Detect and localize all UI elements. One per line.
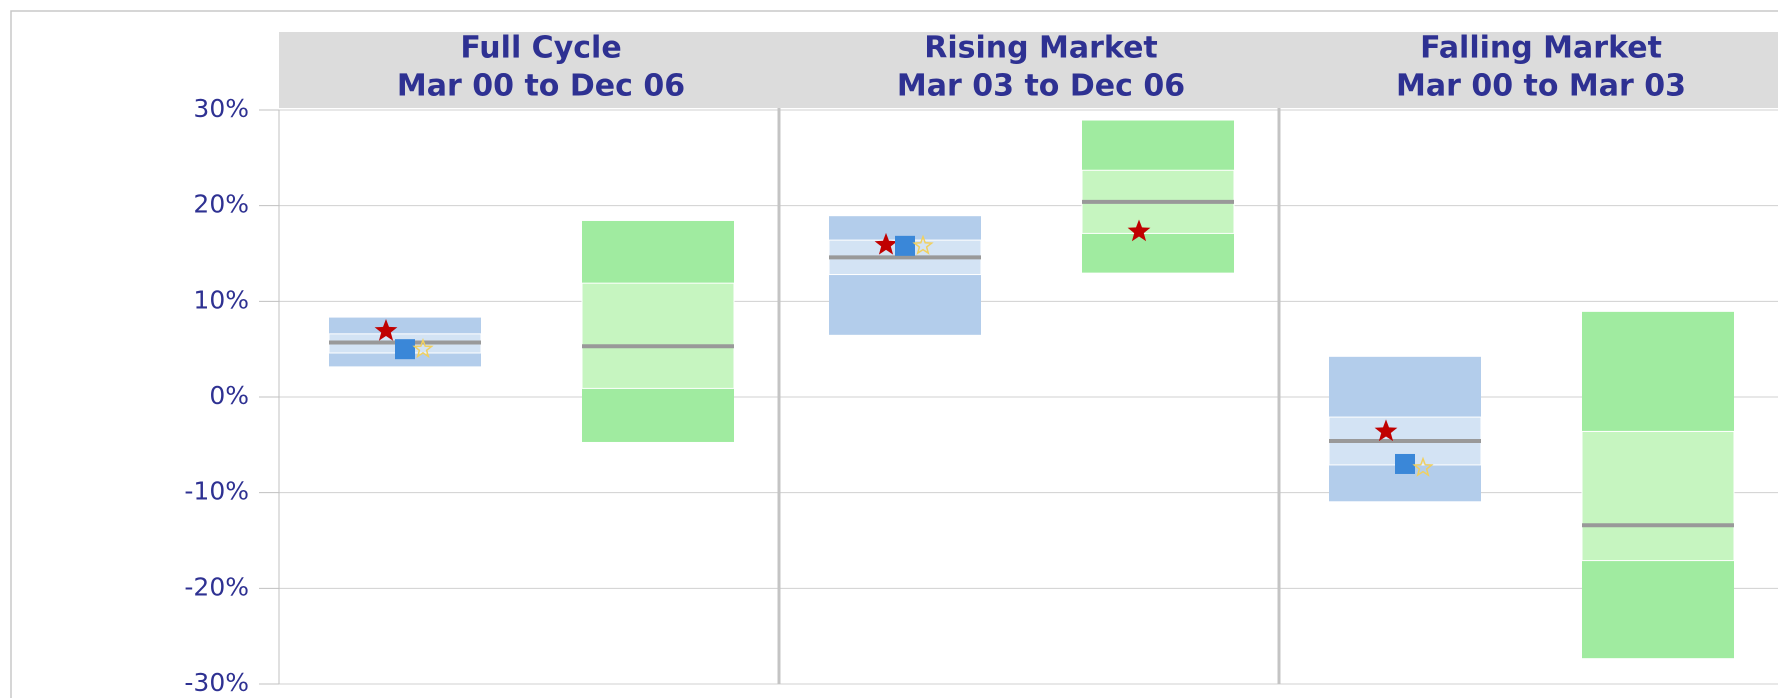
marker-square <box>895 235 915 256</box>
marker-star-outline <box>412 338 434 359</box>
y-tick-label: 10% <box>193 285 249 314</box>
panel-title: Rising Market <box>924 31 1158 66</box>
y-tick-label: -10% <box>184 477 249 506</box>
panel-title: Mar 00 to Dec 06 <box>397 69 685 104</box>
marker-square <box>1395 453 1415 474</box>
chart-frame <box>10 10 1778 698</box>
marker-star <box>1127 219 1151 242</box>
box-quartile <box>581 282 735 389</box>
y-tick-label: -30% <box>184 668 249 697</box>
panel-title: Mar 00 to Mar 03 <box>1396 69 1686 104</box>
marker-star-outline <box>912 234 934 255</box>
panel-title: Falling Market <box>1420 31 1662 66</box>
panel-title: Full Cycle <box>460 31 621 66</box>
panel-title: Mar 03 to Dec 06 <box>897 69 1185 104</box>
header-band <box>279 32 1778 108</box>
marker-star-outline <box>1412 456 1434 477</box>
marker-square <box>395 339 415 360</box>
marker-star <box>874 232 898 255</box>
y-tick-label: 20% <box>193 190 249 219</box>
box-quartile <box>1581 430 1735 562</box>
marker-star <box>1374 419 1398 442</box>
y-tick-label: 0% <box>209 381 249 410</box>
box-range <box>829 216 981 335</box>
y-tick-label: -20% <box>184 572 249 601</box>
y-tick-label: 30% <box>193 94 249 123</box>
marker-star <box>374 319 398 341</box>
